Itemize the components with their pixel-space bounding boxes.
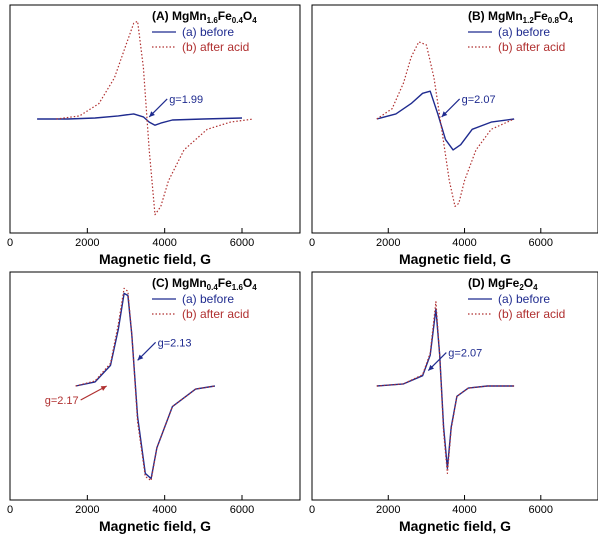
- panel-d-xtick-label-0: 0: [309, 504, 315, 516]
- panel-d-annotation-0: g=2.07: [448, 348, 482, 360]
- panel-b-title-part: (B) MgMn: [468, 9, 523, 23]
- panel-d: 0 2000 4000 6000 Magnetic field, G (D) MgFe2O…: [309, 271, 598, 534]
- panel-d-legend-before: (a) before: [498, 292, 550, 306]
- panel-b-xtick-label-0: 0: [309, 237, 315, 249]
- panel-d-xtick-label-2000: 2000: [376, 504, 400, 516]
- panel-a-xtick-label-6000: 6000: [230, 237, 254, 249]
- panel-b-title-part: Fe: [534, 9, 548, 23]
- panel-b-title-part: O: [559, 9, 568, 23]
- panel-b-title-part: 0.8: [548, 16, 560, 25]
- panel-b-xtick-label-2000: 2000: [376, 237, 400, 249]
- panel-d-title-part: 2: [519, 283, 524, 292]
- panel-d-frame: [311, 271, 598, 501]
- panel-d-annotation-arrowhead-0: [428, 364, 434, 371]
- panel-b-frame: [311, 4, 598, 234]
- panel-c-annotation-arrowhead-1: [100, 386, 107, 391]
- panel-b-xlabel: Magnetic field, G: [399, 251, 511, 267]
- panel-a-legend-after-acid: (b) after acid: [182, 40, 249, 54]
- panel-d-legend-after-acid: (b) after acid: [498, 307, 565, 321]
- panel-c-frame: [9, 271, 301, 501]
- panel-a-xtick-label-2000: 2000: [75, 237, 99, 249]
- panel-a-annotation-arrowhead-0: [149, 111, 155, 117]
- panel-a-xtick-label-0: 0: [7, 237, 13, 249]
- panel-a-xtick-label-4000: 4000: [152, 237, 176, 249]
- panel-a-title-part: 4: [252, 16, 257, 25]
- panel-c-xlabel: Magnetic field, G: [99, 518, 211, 534]
- panel-b-annotation-arrowhead-0: [441, 111, 448, 117]
- panel-d-series-before: [376, 308, 515, 469]
- panel-a-title-part: 1.6: [207, 16, 219, 25]
- panel-c-annotation-0: g=2.13: [158, 337, 192, 349]
- panel-d-title-part: 4: [533, 283, 538, 292]
- panel-d-series-after-acid: [376, 301, 515, 474]
- panel-c-xtick-label-6000: 6000: [230, 504, 254, 516]
- panel-b-title-part: 4: [568, 16, 573, 25]
- panel-c-title: (C) MgMn0.4Fe1.6O4: [152, 276, 257, 292]
- panel-a-annotation-0: g=1.99: [169, 94, 203, 106]
- panel-c-title-part: 0.4: [207, 283, 219, 292]
- panel-c-xtick-label-2000: 2000: [75, 504, 99, 516]
- panel-a-title: (A) MgMn1.6Fe0.4O4: [152, 9, 257, 25]
- panel-c-xtick-label-4000: 4000: [152, 504, 176, 516]
- panel-a-title-part: Fe: [218, 9, 232, 23]
- panel-a-legend-before: (a) before: [182, 25, 234, 39]
- panel-a-series-before: [37, 113, 243, 126]
- panel-d-xtick-label-4000: 4000: [452, 504, 476, 516]
- panel-c-series-before: [75, 292, 216, 480]
- panel-a-title-part: O: [243, 9, 252, 23]
- panel-c-title-part: 4: [252, 283, 257, 292]
- panel-c-annotation-arrowhead-0: [137, 354, 144, 361]
- panel-c: 0 2000 4000 6000 Magnetic field, G (C) MgMn0.…: [7, 271, 301, 534]
- panel-b-title: (B) MgMn1.2Fe0.8O4: [468, 9, 573, 25]
- panel-b-legend-after-acid: (b) after acid: [498, 40, 565, 54]
- panel-a-xlabel: Magnetic field, G: [99, 251, 211, 267]
- panel-c-xtick-label-0: 0: [7, 504, 13, 516]
- panel-a-title-part: (A) MgMn: [152, 9, 207, 23]
- panel-d-title-part: (D) MgFe: [468, 276, 520, 290]
- panel-c-title-part: (C) MgMn: [152, 276, 207, 290]
- panel-c-title-part: Fe: [218, 276, 232, 290]
- panel-c-title-part: 1.6: [232, 283, 244, 292]
- panel-b-xtick-label-6000: 6000: [529, 237, 553, 249]
- panel-b-annotation-0: g=2.07: [462, 94, 496, 106]
- panel-c-legend-before: (a) before: [182, 292, 234, 306]
- panel-a-frame: [9, 4, 301, 234]
- panel-c-legend-after-acid: (b) after acid: [182, 307, 249, 321]
- panel-c-annotation-1: g=2.17: [45, 395, 79, 407]
- panel-d-xlabel: Magnetic field, G: [399, 518, 511, 534]
- panel-b: 0 2000 4000 6000 Magnetic field, G (B) MgMn1.…: [309, 4, 598, 267]
- panel-d-title: (D) MgFe2O4: [468, 276, 538, 292]
- panel-d-title-part: O: [524, 276, 533, 290]
- panel-c-series-after-acid: [75, 287, 215, 482]
- panel-b-xtick-label-4000: 4000: [452, 237, 476, 249]
- panel-c-title-part: O: [243, 276, 252, 290]
- panel-b-series-after-acid: [376, 41, 515, 207]
- panel-a-title-part: 0.4: [232, 16, 244, 25]
- panel-d-xtick-label-6000: 6000: [529, 504, 553, 516]
- panel-b-legend-before: (a) before: [498, 25, 550, 39]
- panel-a: 0 2000 4000 6000 Magnetic field, G (A) MgMn1.…: [7, 4, 301, 267]
- panel-b-title-part: 1.2: [523, 16, 535, 25]
